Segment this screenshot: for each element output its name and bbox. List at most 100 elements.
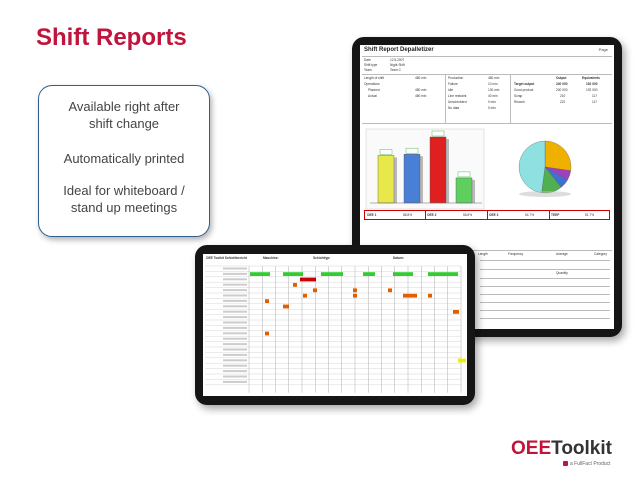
row-label-11 xyxy=(223,326,247,329)
timeline-label-date: Datum: xyxy=(393,256,404,260)
oee-charts xyxy=(365,128,572,210)
row-label-13 xyxy=(223,337,247,340)
bar-label-box-0 xyxy=(379,149,393,155)
row-label-16 xyxy=(223,353,247,356)
gantt-segment-7 xyxy=(293,283,297,287)
row-line-5 xyxy=(480,294,610,295)
oee-sep-1 xyxy=(425,211,426,219)
row-label-20 xyxy=(223,375,247,378)
tablet-timeline: OEE Toolkit Schichtbericht Maschine: Sch… xyxy=(195,245,475,405)
row-label-21 xyxy=(223,380,247,383)
row-label-15 xyxy=(223,348,247,351)
header-value-team: Team C xyxy=(390,68,401,72)
row-line-2 xyxy=(480,269,610,270)
right-eq-1: 192 000 xyxy=(586,88,598,92)
col-divider-1 xyxy=(445,75,446,123)
quantity-header: Quantity xyxy=(556,271,568,275)
callout-line-3: Ideal for whiteboard / stand up meetings xyxy=(63,183,185,215)
right-label-3: Rework xyxy=(514,100,525,104)
row-label-4 xyxy=(223,289,247,292)
fullfact-icon xyxy=(563,461,568,467)
stats-header-0: Length xyxy=(478,252,488,256)
left-label-0: Length of shift xyxy=(364,76,385,80)
report-page-label: Page xyxy=(598,47,608,52)
bar-3 xyxy=(455,177,473,204)
mid-value-5: 0 min xyxy=(488,106,496,110)
gantt-segment-17 xyxy=(453,310,459,314)
header-value-shift: Night Shift xyxy=(390,63,405,67)
stats-header-1: Frequency xyxy=(508,252,524,256)
gantt-segment-9 xyxy=(353,288,357,293)
stats-header-2: Average xyxy=(556,252,568,256)
mid-label-3: Line restraint xyxy=(448,94,467,98)
right-header-output: Output xyxy=(556,76,567,80)
timeline-header: OEE Toolkit Schichtbericht xyxy=(206,256,247,260)
oee-value-0: 88.8% xyxy=(403,213,413,217)
oee-value-2: 54.7% xyxy=(525,213,535,217)
tablet-shift-report: Shift Report Depalletizer Page Date 12.5… xyxy=(352,37,622,337)
header-value-date: 12.5.2007 xyxy=(390,58,405,62)
row-label-0 xyxy=(223,267,247,270)
gantt-segment-10 xyxy=(388,288,392,293)
oee-cell-0: OEE 1 xyxy=(367,213,377,217)
oee-summary-bar: OEE 1 88.8% OEE 2 58.8% OEE 3 54.7% TEEP… xyxy=(364,210,610,220)
left-label-3: Actual xyxy=(368,94,377,98)
left-value-2: 480 min xyxy=(415,88,427,92)
row-label-1 xyxy=(223,272,247,275)
col-divider-2 xyxy=(510,75,511,123)
left-label-2: Planned xyxy=(368,88,380,92)
gantt-segment-2 xyxy=(321,272,343,276)
bar-shadow-1 xyxy=(420,156,423,203)
row-label-14 xyxy=(223,343,247,346)
gantt-segment-13 xyxy=(403,293,417,298)
header-divider xyxy=(362,56,612,57)
mid-value-1: 10 min xyxy=(488,82,498,86)
gantt-segment-6 xyxy=(300,277,316,282)
mid-label-1: Failure xyxy=(448,82,458,86)
logo-toolkit: Toolkit xyxy=(551,438,612,459)
oee-cell-1: OEE 2 xyxy=(427,213,437,217)
right-eq-3: 117 xyxy=(592,100,598,104)
header-label-date: Date xyxy=(364,58,371,62)
gantt-segment-3 xyxy=(363,272,375,276)
right-value-1: 200 000 xyxy=(556,88,568,92)
bar-2 xyxy=(429,136,447,204)
gantt-segment-15 xyxy=(265,299,269,303)
mid-value-0: 480 min xyxy=(488,76,500,80)
bar-shadow-0 xyxy=(394,157,397,203)
gantt-segment-5 xyxy=(428,272,458,276)
gantt-segment-0 xyxy=(250,272,270,276)
mid-label-4: Unscheduled xyxy=(448,100,467,104)
chart-divider xyxy=(362,123,612,124)
oee-sep-2 xyxy=(487,211,488,219)
right-value-3: 222 xyxy=(560,100,566,104)
row-line-3 xyxy=(480,278,610,279)
row-label-8 xyxy=(223,310,247,313)
left-value-3: 480 min xyxy=(415,94,427,98)
pie-shadow xyxy=(519,191,571,197)
mid-value-2: 130 min xyxy=(488,88,500,92)
left-label-1: Operations xyxy=(364,82,380,86)
oee-cell-3: TEEP xyxy=(551,213,560,217)
header-label-team: Team xyxy=(364,68,372,72)
row-label-5 xyxy=(223,294,247,297)
row-label-2 xyxy=(223,278,247,281)
gantt-segment-16 xyxy=(283,304,289,309)
oee-sep-3 xyxy=(549,211,550,219)
oee-cell-2: OEE 3 xyxy=(489,213,499,217)
logo-oee: OEE xyxy=(511,438,552,459)
bar-0 xyxy=(377,155,395,204)
row-label-10 xyxy=(223,321,247,324)
mid-value-3: 40 min xyxy=(488,94,498,98)
row-line-7 xyxy=(480,310,610,311)
gantt-segment-19 xyxy=(458,358,466,363)
timeline-label-shift: Schichttyp: xyxy=(313,256,331,260)
right-value-2: 210 xyxy=(560,94,566,98)
callout-line-1: Available right after shift change xyxy=(68,99,180,131)
gantt-segment-1 xyxy=(283,272,303,276)
pie-slice-4 xyxy=(518,140,546,193)
row-label-9 xyxy=(223,316,247,319)
mid-value-4: 0 min xyxy=(488,100,496,104)
shift-report-screen: Shift Report Depalletizer Page Date 12.5… xyxy=(360,45,614,329)
row-line-8 xyxy=(480,318,610,319)
